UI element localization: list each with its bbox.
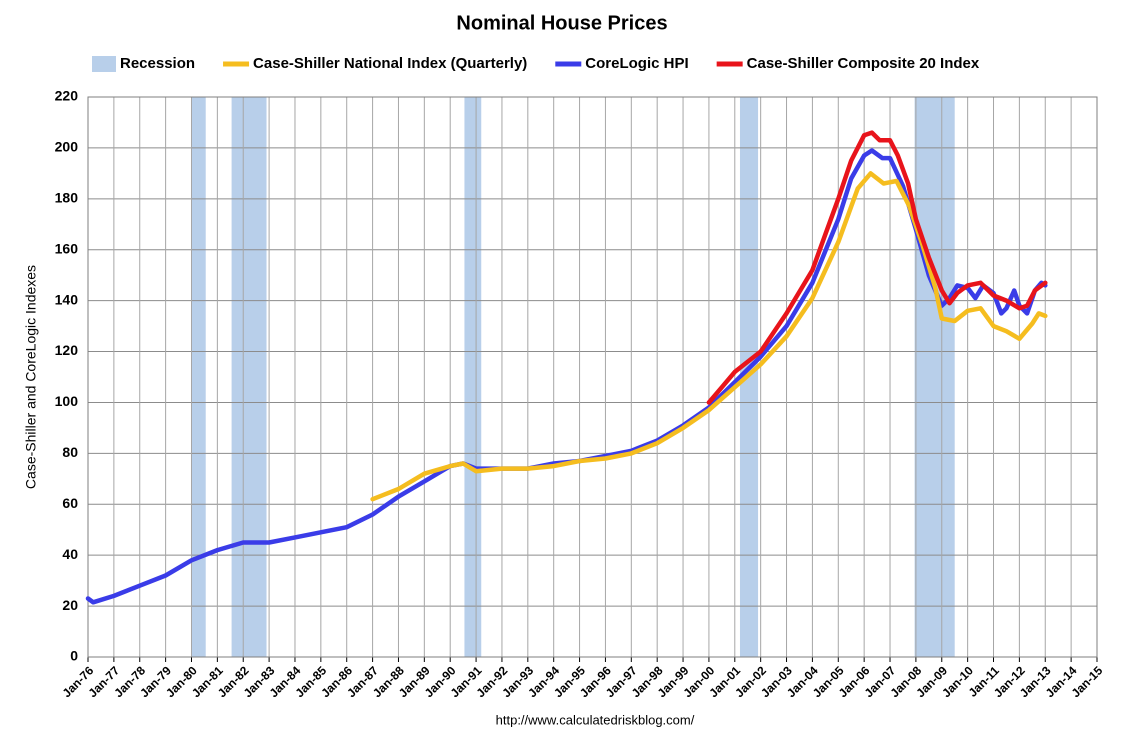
y-tick-label: 100 <box>55 393 79 409</box>
y-tick-label: 200 <box>55 139 79 155</box>
series-line <box>370 171 1048 502</box>
legend-swatch <box>92 56 116 72</box>
y-tick-label: 220 <box>55 88 79 104</box>
y-tick-label: 180 <box>55 190 79 206</box>
y-tick-label: 0 <box>70 648 78 664</box>
chart-title: Nominal House Prices <box>456 12 667 34</box>
y-tick-label: 160 <box>55 240 79 256</box>
y-tick-label: 20 <box>62 597 78 613</box>
y-axis-label: Case-Shiller and CoreLogic Indexes <box>23 265 39 489</box>
recession-band <box>914 97 955 657</box>
legend-label: CoreLogic HPI <box>585 55 688 72</box>
y-tick-label: 140 <box>55 291 79 307</box>
series-line <box>706 130 1048 405</box>
y-tick-label: 40 <box>62 546 78 562</box>
y-tick-label: 60 <box>62 495 78 511</box>
legend-label: Recession <box>120 55 195 72</box>
source: http://www.calculatedriskblog.com/ <box>496 712 695 727</box>
y-tick-label: 120 <box>55 342 79 358</box>
legend-label: Case-Shiller National Index (Quarterly) <box>253 55 527 72</box>
y-tick-label: 80 <box>62 444 78 460</box>
recession-band <box>464 97 482 657</box>
legend-label: Case-Shiller Composite 20 Index <box>747 55 980 72</box>
recession-band <box>191 97 206 657</box>
plot-border <box>87 96 1098 658</box>
recession-band <box>231 97 267 657</box>
